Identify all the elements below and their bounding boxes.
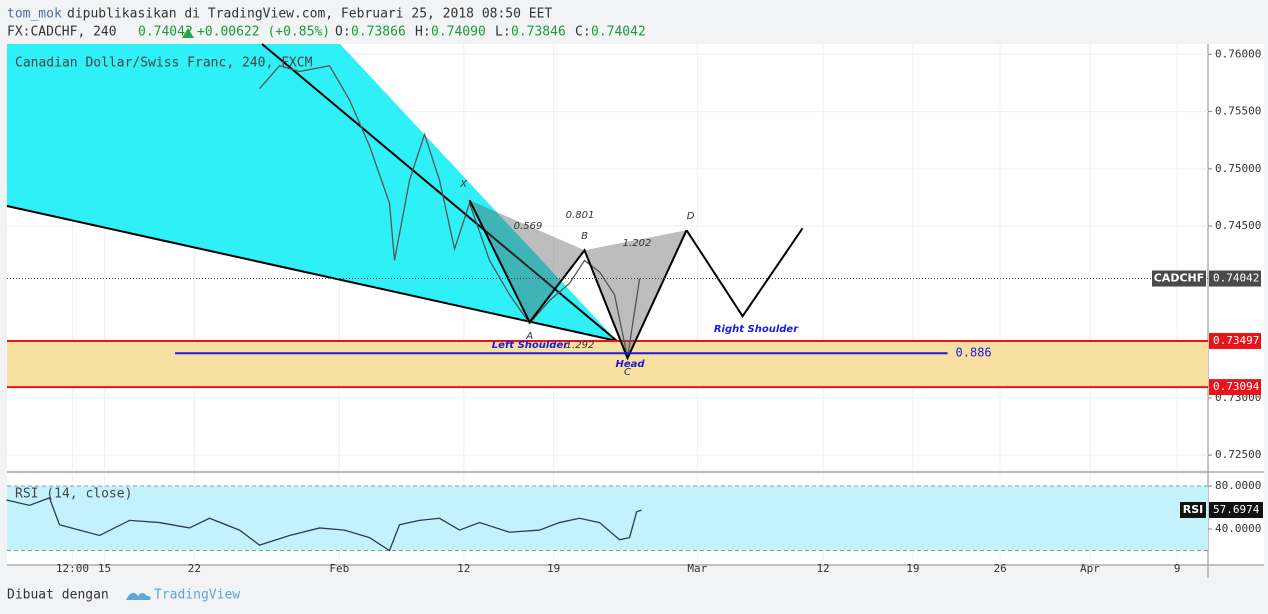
y-tick-label: 0.75000 [1215, 162, 1261, 175]
symbol-tag [1152, 270, 1206, 287]
zone [7, 340, 1208, 388]
y-tick-label: 0.75500 [1215, 105, 1261, 118]
fib-label: 0.886 [956, 346, 992, 360]
rsi-tag-label: RSI [1183, 503, 1204, 516]
price-tag [1209, 270, 1261, 287]
ohlc-label: L: [495, 25, 511, 40]
ohlc-value: 0.74090 [431, 25, 486, 40]
symbol-tag-label: CADCHF [1154, 272, 1205, 285]
wedge-line [261, 43, 618, 342]
pattern-point-label: A [525, 331, 533, 342]
annotation: Left Shoulder [492, 340, 569, 351]
x-tick-label: 12 [816, 562, 829, 575]
pattern-fill [469, 200, 585, 323]
pattern-point-label: D [687, 211, 695, 222]
annotation: Right Shoulder [714, 324, 799, 335]
ohlc: O: 0.73866 H: 0.74090 L: 0.73846 C: 0.74042 [335, 25, 646, 40]
x-tick-label: 19 [547, 562, 560, 575]
x-tick-label: Mar [687, 562, 707, 575]
ohlc-label: H: [415, 25, 431, 40]
y-tick-label: 80.0000 [1215, 479, 1261, 492]
pattern-point-label: X [459, 179, 468, 190]
ratio-label: 1.202 [623, 238, 652, 249]
logo [126, 592, 151, 600]
footer-brand: TradingView [154, 588, 240, 603]
x-tick-label: 15 [98, 562, 111, 575]
x-tick-label: 19 [906, 562, 919, 575]
level-label: 0.73094 [1213, 380, 1260, 393]
x-tick-label: 9 [1174, 562, 1181, 575]
ohlc-label: C: [575, 25, 591, 40]
y-tick-label: 0.74500 [1215, 219, 1261, 232]
ohlc-label: O: [335, 25, 351, 40]
rsi-tag [1180, 501, 1206, 518]
x-tick-label: 12 [457, 562, 470, 575]
x-tick-label: 26 [994, 562, 1007, 575]
rsi-band [7, 486, 1208, 551]
user: tom_mok [7, 7, 62, 22]
annotation: Head [615, 359, 645, 370]
x-tick-label: 22 [188, 562, 201, 575]
price-tag-label: 0.74042 [1213, 272, 1259, 285]
published: dipublikasikan di TradingView.com, Febru… [67, 7, 552, 22]
ohlc-value: 0.74042 [591, 25, 646, 40]
chart-title: Canadian Dollar/Swiss Franc, 240, FXCM [15, 56, 313, 71]
y-tick-label: 0.76000 [1215, 47, 1261, 60]
ratio-label: 0.569 [514, 221, 543, 232]
ohlc-value: 0.73866 [351, 25, 406, 40]
x-tick-label: Apr [1080, 562, 1100, 575]
ohlc-value: 0.73846 [511, 25, 566, 40]
symbol: FX:CADCHF, 240 [7, 25, 117, 40]
rsi-value-tag [1209, 501, 1263, 518]
ratio-label: 1.292 [566, 340, 595, 351]
pattern-point-label: C [624, 367, 631, 378]
price-axis [1208, 44, 1264, 565]
level-label: 0.73497 [1213, 334, 1259, 347]
ratio-label: 0.801 [566, 210, 595, 221]
pattern-fill [584, 230, 687, 359]
rsi-title: RSI (14, close) [15, 487, 132, 502]
pattern-point-label: B [581, 231, 588, 242]
plot: 12:00 15 22 Feb 12 19 Mar 12 19 26 Apr 9 0.76000 0.75… [6, 43, 1263, 575]
y-tick-label: 40.0000 [1215, 522, 1261, 535]
level-tag [1209, 332, 1261, 349]
last-price: 0.74042 [138, 25, 193, 40]
wedge-fill [7, 44, 617, 341]
rsi-value-label: 57.6974 [1213, 503, 1260, 516]
y-tick-label: 0.72500 [1215, 448, 1261, 461]
change: +0.00622 (+0.85%) [197, 25, 330, 40]
x-tick-label: Feb [329, 562, 349, 575]
projection-line [685, 227, 804, 319]
level-tag [1209, 379, 1261, 396]
footer-text: Dibuat dengan [7, 588, 109, 603]
wedge-line [6, 205, 618, 342]
x-tick-label: 12:00 [56, 562, 89, 575]
up-arrow [182, 28, 194, 38]
rsi-line [6, 497, 642, 552]
pattern-line [468, 199, 688, 361]
